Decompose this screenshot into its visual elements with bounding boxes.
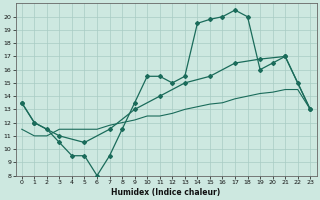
X-axis label: Humidex (Indice chaleur): Humidex (Indice chaleur) <box>111 188 221 197</box>
